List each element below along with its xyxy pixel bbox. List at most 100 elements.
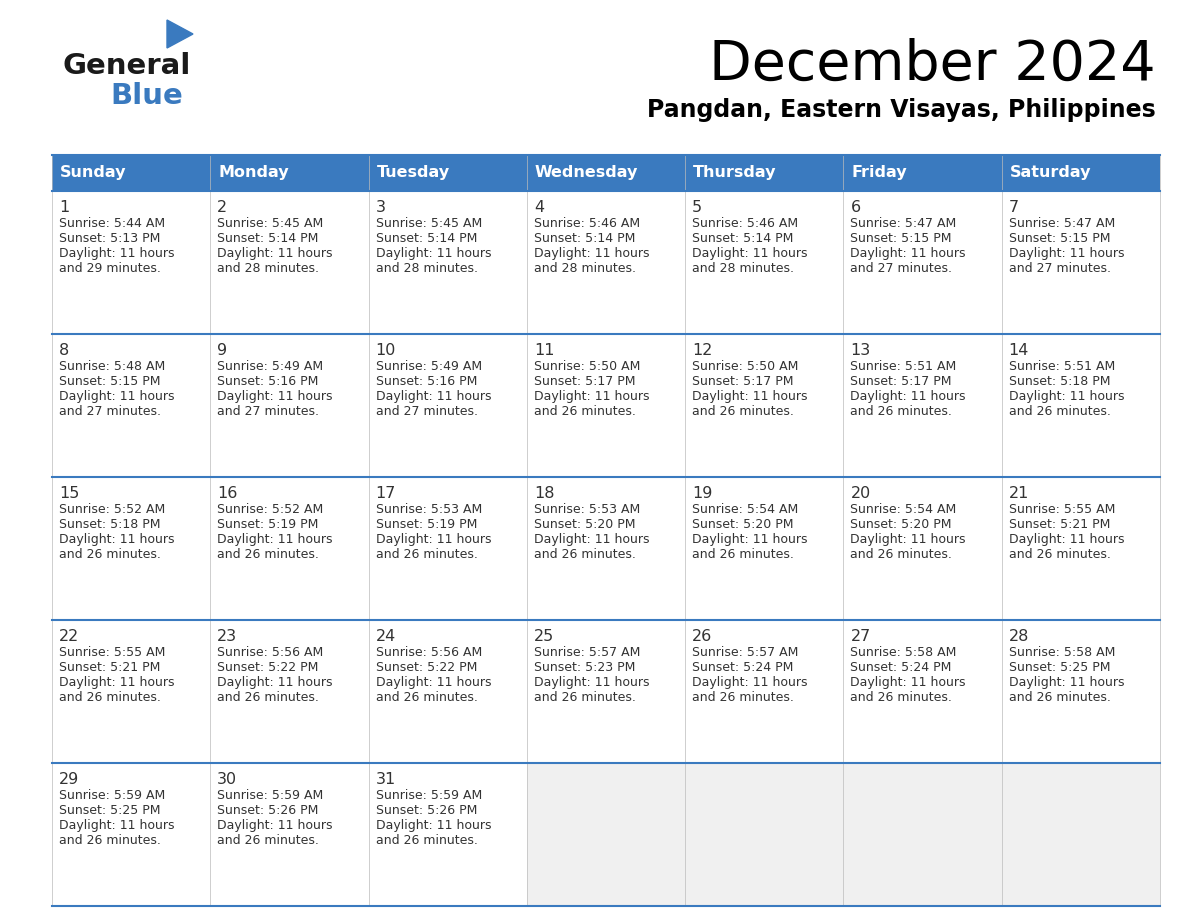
Text: Friday: Friday	[852, 165, 908, 181]
Text: 27: 27	[851, 629, 871, 644]
Text: Sunset: 5:22 PM: Sunset: 5:22 PM	[375, 661, 476, 674]
Text: General: General	[62, 52, 190, 80]
Text: Sunrise: 5:48 AM: Sunrise: 5:48 AM	[59, 360, 165, 373]
Polygon shape	[168, 20, 192, 48]
Text: 14: 14	[1009, 343, 1029, 358]
Bar	[685, 763, 843, 906]
Text: Daylight: 11 hours: Daylight: 11 hours	[851, 390, 966, 403]
Text: Sunrise: 5:52 AM: Sunrise: 5:52 AM	[59, 503, 165, 516]
Text: Daylight: 11 hours: Daylight: 11 hours	[851, 676, 966, 689]
Text: December 2024: December 2024	[709, 38, 1156, 92]
Text: Sunrise: 5:55 AM: Sunrise: 5:55 AM	[1009, 503, 1116, 516]
Bar	[52, 334, 1159, 477]
Text: Daylight: 11 hours: Daylight: 11 hours	[1009, 247, 1124, 260]
Text: Daylight: 11 hours: Daylight: 11 hours	[217, 247, 333, 260]
Text: Sunset: 5:14 PM: Sunset: 5:14 PM	[217, 232, 318, 245]
Text: Sunset: 5:18 PM: Sunset: 5:18 PM	[59, 518, 160, 531]
Text: Sunrise: 5:45 AM: Sunrise: 5:45 AM	[217, 217, 323, 230]
Text: 16: 16	[217, 486, 238, 501]
Text: and 27 minutes.: and 27 minutes.	[217, 405, 320, 418]
Text: Sunrise: 5:54 AM: Sunrise: 5:54 AM	[851, 503, 956, 516]
Text: Daylight: 11 hours: Daylight: 11 hours	[375, 819, 491, 832]
Text: and 28 minutes.: and 28 minutes.	[375, 262, 478, 275]
Bar	[52, 763, 1159, 906]
Text: Blue: Blue	[110, 82, 183, 110]
Text: and 26 minutes.: and 26 minutes.	[693, 691, 794, 704]
Bar	[52, 191, 1159, 334]
Text: 21: 21	[1009, 486, 1029, 501]
Text: Sunrise: 5:51 AM: Sunrise: 5:51 AM	[1009, 360, 1116, 373]
Text: Sunrise: 5:56 AM: Sunrise: 5:56 AM	[375, 646, 482, 659]
Text: and 26 minutes.: and 26 minutes.	[533, 548, 636, 561]
Text: and 27 minutes.: and 27 minutes.	[1009, 262, 1111, 275]
Text: and 26 minutes.: and 26 minutes.	[1009, 548, 1111, 561]
Text: Daylight: 11 hours: Daylight: 11 hours	[217, 676, 333, 689]
Text: Sunrise: 5:52 AM: Sunrise: 5:52 AM	[217, 503, 323, 516]
Text: and 26 minutes.: and 26 minutes.	[217, 834, 320, 847]
Text: Sunrise: 5:55 AM: Sunrise: 5:55 AM	[59, 646, 165, 659]
Text: Daylight: 11 hours: Daylight: 11 hours	[693, 676, 808, 689]
Text: Sunset: 5:14 PM: Sunset: 5:14 PM	[375, 232, 476, 245]
Text: Daylight: 11 hours: Daylight: 11 hours	[1009, 533, 1124, 546]
Text: 22: 22	[59, 629, 80, 644]
Text: Daylight: 11 hours: Daylight: 11 hours	[533, 390, 650, 403]
Text: Sunset: 5:15 PM: Sunset: 5:15 PM	[1009, 232, 1111, 245]
Text: and 26 minutes.: and 26 minutes.	[693, 548, 794, 561]
Text: 8: 8	[59, 343, 69, 358]
Bar	[52, 155, 1159, 191]
Text: Sunday: Sunday	[61, 165, 126, 181]
Text: Monday: Monday	[219, 165, 289, 181]
Text: 13: 13	[851, 343, 871, 358]
Bar	[52, 477, 1159, 620]
Text: Wednesday: Wednesday	[535, 165, 638, 181]
Text: Sunrise: 5:54 AM: Sunrise: 5:54 AM	[693, 503, 798, 516]
Text: Sunrise: 5:53 AM: Sunrise: 5:53 AM	[533, 503, 640, 516]
Text: Daylight: 11 hours: Daylight: 11 hours	[1009, 390, 1124, 403]
Text: Daylight: 11 hours: Daylight: 11 hours	[59, 676, 175, 689]
Text: 17: 17	[375, 486, 396, 501]
Text: Sunset: 5:25 PM: Sunset: 5:25 PM	[59, 804, 160, 817]
Text: and 28 minutes.: and 28 minutes.	[693, 262, 794, 275]
Text: Sunrise: 5:45 AM: Sunrise: 5:45 AM	[375, 217, 482, 230]
Bar	[1001, 763, 1159, 906]
Bar	[843, 763, 1001, 906]
Text: 31: 31	[375, 772, 396, 787]
Text: Sunset: 5:17 PM: Sunset: 5:17 PM	[851, 375, 952, 388]
Text: Daylight: 11 hours: Daylight: 11 hours	[375, 390, 491, 403]
Text: Sunrise: 5:58 AM: Sunrise: 5:58 AM	[1009, 646, 1116, 659]
Text: Sunrise: 5:57 AM: Sunrise: 5:57 AM	[693, 646, 798, 659]
Text: Daylight: 11 hours: Daylight: 11 hours	[533, 247, 650, 260]
Text: and 26 minutes.: and 26 minutes.	[851, 548, 953, 561]
Text: Pangdan, Eastern Visayas, Philippines: Pangdan, Eastern Visayas, Philippines	[647, 98, 1156, 122]
Text: and 26 minutes.: and 26 minutes.	[1009, 691, 1111, 704]
Text: and 26 minutes.: and 26 minutes.	[59, 548, 160, 561]
Text: and 26 minutes.: and 26 minutes.	[59, 834, 160, 847]
Text: and 26 minutes.: and 26 minutes.	[533, 405, 636, 418]
Text: Sunset: 5:17 PM: Sunset: 5:17 PM	[693, 375, 794, 388]
Text: 19: 19	[693, 486, 713, 501]
Text: Sunset: 5:19 PM: Sunset: 5:19 PM	[217, 518, 318, 531]
Text: and 26 minutes.: and 26 minutes.	[217, 691, 320, 704]
Text: 26: 26	[693, 629, 713, 644]
Text: Daylight: 11 hours: Daylight: 11 hours	[375, 247, 491, 260]
Text: and 27 minutes.: and 27 minutes.	[375, 405, 478, 418]
Text: Sunset: 5:20 PM: Sunset: 5:20 PM	[693, 518, 794, 531]
Text: Daylight: 11 hours: Daylight: 11 hours	[693, 390, 808, 403]
Text: Tuesday: Tuesday	[377, 165, 450, 181]
Text: Sunrise: 5:59 AM: Sunrise: 5:59 AM	[59, 789, 165, 802]
Text: Daylight: 11 hours: Daylight: 11 hours	[693, 533, 808, 546]
Text: and 26 minutes.: and 26 minutes.	[851, 691, 953, 704]
Text: Sunset: 5:26 PM: Sunset: 5:26 PM	[217, 804, 318, 817]
Text: Sunrise: 5:51 AM: Sunrise: 5:51 AM	[851, 360, 956, 373]
Text: Daylight: 11 hours: Daylight: 11 hours	[375, 533, 491, 546]
Text: Daylight: 11 hours: Daylight: 11 hours	[1009, 676, 1124, 689]
Text: Sunset: 5:16 PM: Sunset: 5:16 PM	[217, 375, 318, 388]
Text: and 26 minutes.: and 26 minutes.	[851, 405, 953, 418]
Bar	[526, 763, 685, 906]
Text: and 26 minutes.: and 26 minutes.	[59, 691, 160, 704]
Text: Sunrise: 5:57 AM: Sunrise: 5:57 AM	[533, 646, 640, 659]
Text: Sunset: 5:15 PM: Sunset: 5:15 PM	[851, 232, 952, 245]
Text: Sunrise: 5:47 AM: Sunrise: 5:47 AM	[1009, 217, 1116, 230]
Text: 15: 15	[59, 486, 80, 501]
Text: 20: 20	[851, 486, 871, 501]
